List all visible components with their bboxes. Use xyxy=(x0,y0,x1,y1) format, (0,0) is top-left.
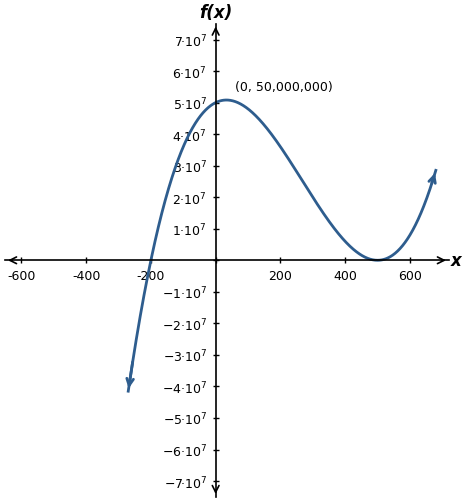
Text: x: x xyxy=(451,252,461,270)
Text: f(x): f(x) xyxy=(199,4,232,22)
Text: (0, 50,000,000): (0, 50,000,000) xyxy=(235,81,333,94)
